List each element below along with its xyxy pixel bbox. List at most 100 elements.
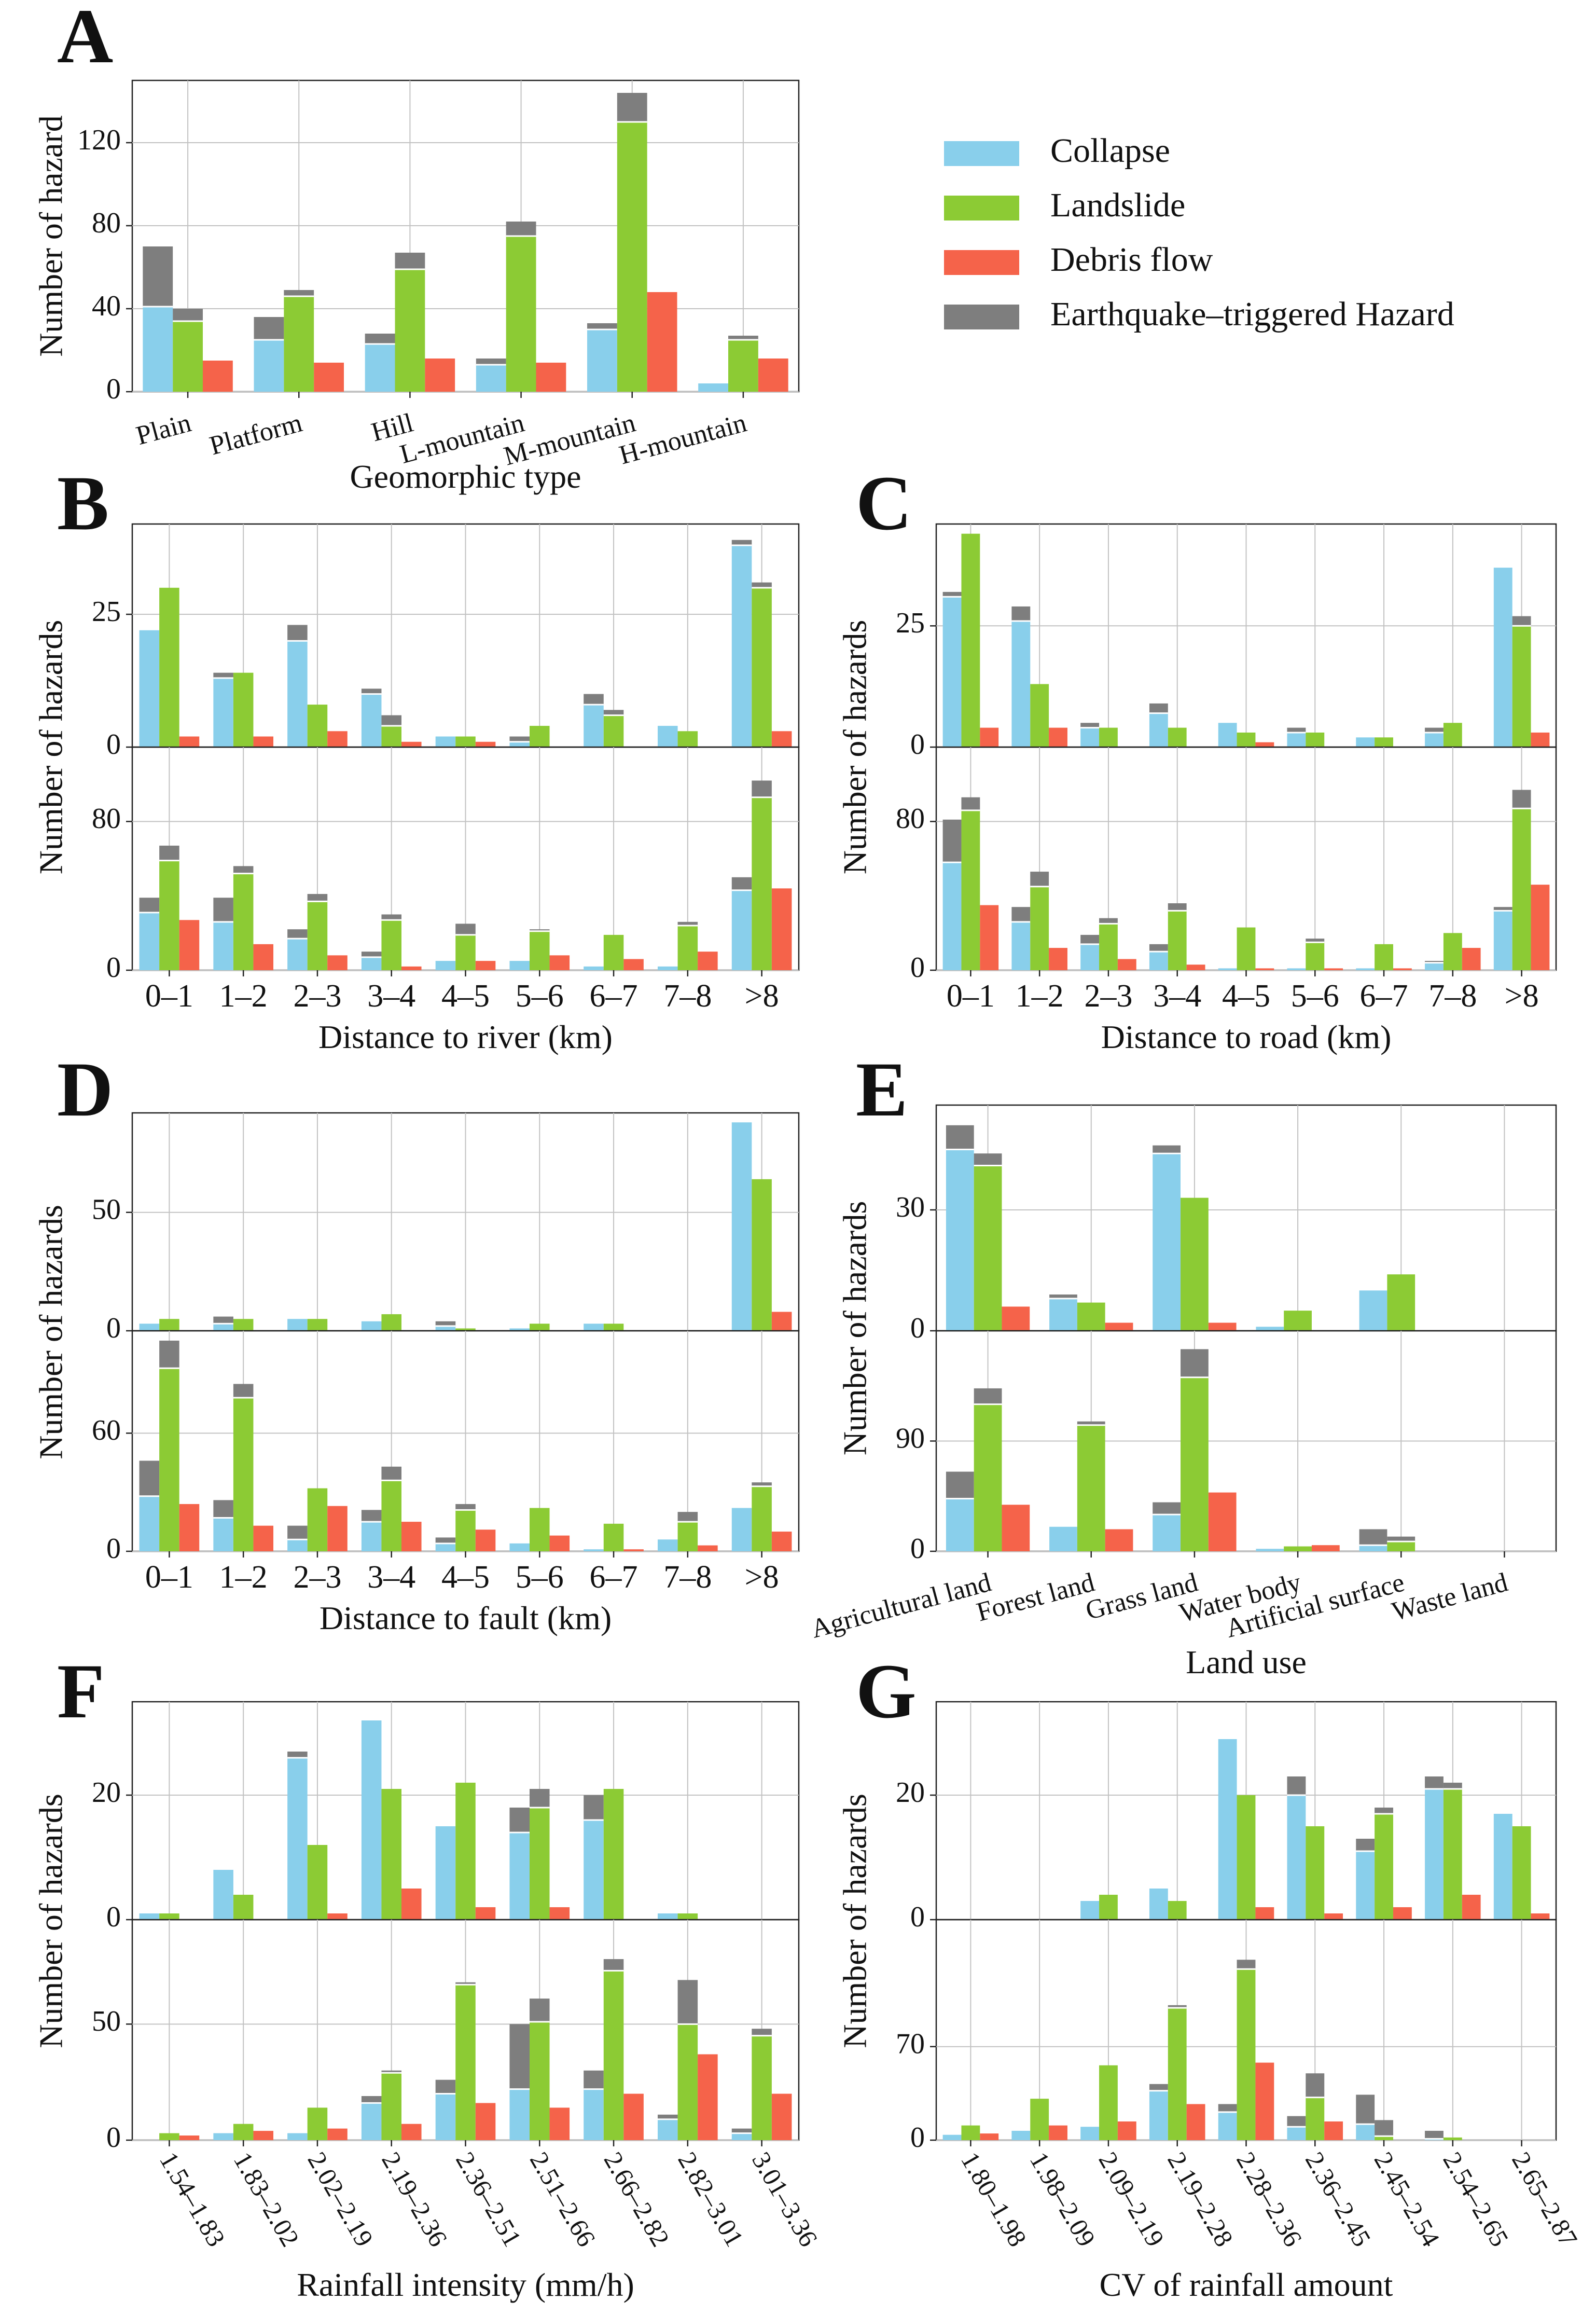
bar-debris xyxy=(549,1907,570,1920)
x-tick-label: 2.19–2.36 xyxy=(376,2147,453,2251)
bar-landslide xyxy=(603,934,624,970)
bar-collapse xyxy=(139,1913,160,1920)
x-tick-label: 3–4 xyxy=(367,979,415,1014)
bar-debris xyxy=(1462,948,1481,970)
y-tick-label: 50 xyxy=(92,2005,121,2037)
bar-collapse xyxy=(1080,944,1100,970)
bar-collapse-earthquake xyxy=(1425,1776,1444,1789)
x-tick-label: 1–2 xyxy=(219,1560,268,1595)
bar-landslide-earthquake xyxy=(455,924,476,935)
y-tick-label: 80 xyxy=(896,803,925,835)
bar-landslide xyxy=(1387,1274,1415,1331)
bar-collapse-earthquake xyxy=(584,694,604,705)
x-tick-label: 2.28–2.36 xyxy=(1231,2147,1308,2251)
bar-landslide xyxy=(603,1970,624,2140)
bar-landslide xyxy=(1099,2065,1118,2140)
bar-collapse xyxy=(435,1826,456,1920)
bar-debris xyxy=(1105,1322,1133,1331)
panel-G-top-plot: 0 20 xyxy=(896,1701,1557,1933)
y-axis-label-B: Number of hazards xyxy=(33,620,70,874)
bar-debris xyxy=(980,2133,999,2140)
bar-collapse xyxy=(1287,2127,1306,2140)
bar-landslide xyxy=(1284,1311,1312,1331)
bar-landslide-earthquake xyxy=(603,1959,624,1971)
bar-collapse xyxy=(213,2133,233,2140)
bar-collapse xyxy=(509,1543,530,1551)
x-tick-label: 1–2 xyxy=(219,979,268,1014)
bar-collapse xyxy=(1356,968,1375,970)
bar-collapse-earthquake xyxy=(476,359,506,365)
bar-collapse-earthquake xyxy=(509,1808,530,1832)
bar-debris xyxy=(980,727,999,747)
bar-landslide-earthquake xyxy=(1030,872,1049,887)
bar-landslide-earthquake xyxy=(395,253,425,269)
bar-landslide xyxy=(1168,727,1187,747)
x-tick-label: 7–8 xyxy=(663,979,712,1014)
x-axis-label-A: Geomorphic type xyxy=(350,458,581,495)
bar-collapse-earthquake xyxy=(1153,1145,1181,1154)
bar-landslide xyxy=(1306,732,1325,747)
bar-landslide xyxy=(530,1508,550,1551)
bar-collapse-earthquake xyxy=(287,625,308,641)
bar-collapse-earthquake xyxy=(213,1500,233,1518)
bar-debris xyxy=(401,741,422,747)
y-tick-label: 60 xyxy=(92,1414,121,1446)
bar-collapse xyxy=(435,961,456,970)
bar-collapse xyxy=(1256,1327,1284,1331)
bar-collapse xyxy=(1049,1526,1077,1551)
y-tick-label: 0 xyxy=(106,1901,121,1933)
bar-collapse xyxy=(1218,723,1237,747)
x-tick-label: 6–7 xyxy=(1360,979,1408,1014)
bar-collapse-earthquake xyxy=(1149,2084,1168,2091)
bar-collapse xyxy=(435,736,456,747)
bar-landslide xyxy=(677,1913,698,1920)
bar-collapse xyxy=(658,726,678,747)
panel-label-F: F xyxy=(57,1648,105,1734)
bar-collapse xyxy=(361,957,382,970)
bar-collapse xyxy=(1287,1795,1306,1920)
y-tick-label: 80 xyxy=(92,803,121,835)
bar-landslide xyxy=(1181,1377,1209,1551)
x-tick-label: 4–5 xyxy=(441,979,490,1014)
bar-debris xyxy=(1105,1529,1133,1551)
bar-debris xyxy=(1208,1492,1237,1551)
x-tick-label: 1.83–2.02 xyxy=(228,2147,305,2251)
bar-collapse-earthquake xyxy=(584,2070,604,2089)
bar-collapse xyxy=(287,641,308,747)
bar-debris xyxy=(401,1889,422,1920)
bar-collapse xyxy=(1153,1153,1181,1331)
panel-label-C: C xyxy=(856,460,912,546)
bar-landslide-earthquake xyxy=(1387,1536,1415,1542)
bar-landslide xyxy=(233,1895,254,1920)
bar-collapse xyxy=(1287,732,1306,747)
bar-collapse-earthquake xyxy=(139,898,160,913)
panel-E-bottom-plot: 0 90 xyxy=(896,1330,1557,1565)
bar-landslide-earthquake xyxy=(1375,1808,1393,1814)
bar-landslide xyxy=(381,920,401,970)
bar-landslide-earthquake xyxy=(1375,2120,1393,2137)
bar-collapse xyxy=(1218,1739,1237,1920)
bar-debris xyxy=(1531,732,1550,747)
panel-label-E: E xyxy=(856,1046,908,1133)
panel-E-top-frame xyxy=(935,1104,1557,1332)
x-tick-label: 1.80–1.98 xyxy=(955,2147,1032,2251)
bar-landslide xyxy=(455,1328,476,1331)
x-tick-label: >8 xyxy=(745,1560,779,1595)
bar-collapse xyxy=(731,545,752,747)
legend-swatch xyxy=(944,141,1019,166)
bar-collapse-earthquake xyxy=(213,672,233,678)
x-tick-labels-B: 0–1 1–2 2–3 3–4 4–5 5–6 6–7 7–8 >8 xyxy=(145,970,779,1014)
bar-landslide-earthquake xyxy=(506,222,536,236)
bar-collapse-earthquake xyxy=(361,952,382,957)
bar-landslide xyxy=(233,2124,254,2140)
bar-collapse xyxy=(1356,1851,1375,1920)
bar-debris xyxy=(549,955,570,970)
bar-collapse xyxy=(287,939,308,970)
x-tick-label: 2.19–2.28 xyxy=(1162,2147,1239,2251)
bar-debris xyxy=(425,359,455,392)
bar-collapse xyxy=(509,1832,530,1920)
bar-landslide xyxy=(974,1165,1002,1331)
bar-collapse-earthquake xyxy=(287,1525,308,1540)
x-tick-label: 2–3 xyxy=(1084,979,1132,1014)
bar-collapse xyxy=(287,1319,308,1331)
